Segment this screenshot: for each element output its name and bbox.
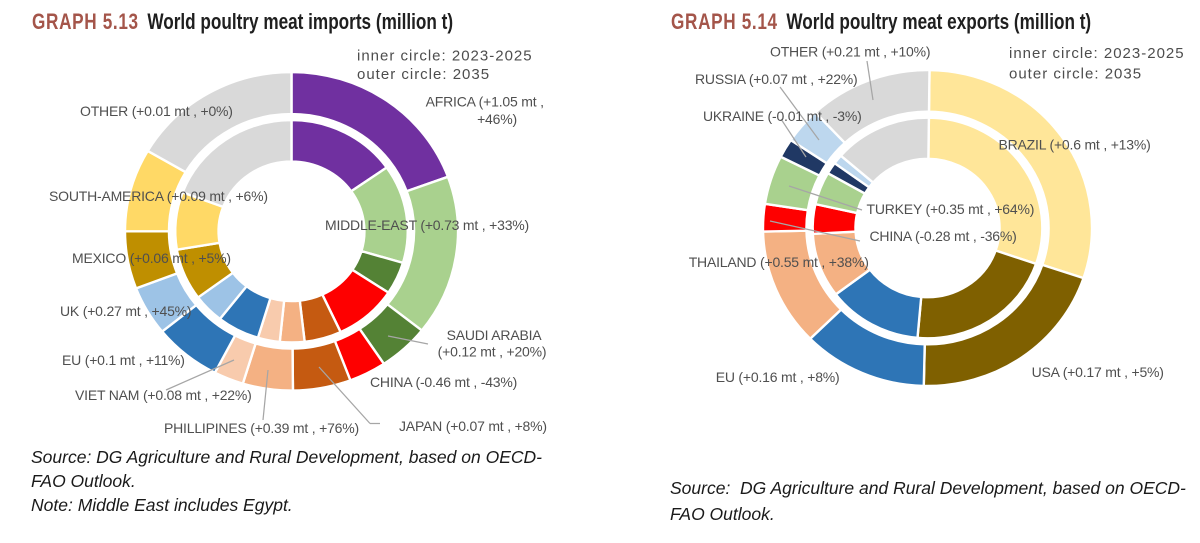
svg-text:MEXICO (+0.06 mt , +5%): MEXICO (+0.06 mt , +5%)	[72, 250, 231, 266]
svg-text:MIDDLE-EAST (+0.73 mt , +33%): MIDDLE-EAST (+0.73 mt , +33%)	[325, 217, 529, 233]
svg-text:THAILAND (+0.55 mt , +38%): THAILAND (+0.55 mt , +38%)	[689, 254, 869, 270]
svg-text:RUSSIA (+0.07 mt , +22%): RUSSIA (+0.07 mt , +22%)	[695, 71, 858, 87]
svg-text:inner circle: 2023-2025: inner circle: 2023-2025	[1009, 45, 1185, 62]
svg-text:outer circle: 2035: outer circle: 2035	[357, 66, 490, 83]
svg-text:UK (+0.27 mt , +45%): UK (+0.27 mt , +45%)	[60, 303, 191, 319]
svg-text:JAPAN (+0.07 mt , +8%): JAPAN (+0.07 mt , +8%)	[399, 418, 547, 434]
svg-text:EU (+0.16 mt , +8%): EU (+0.16 mt , +8%)	[716, 369, 840, 385]
svg-text:CHINA (-0.28 mt , -36%): CHINA (-0.28 mt , -36%)	[870, 228, 1017, 244]
svg-text:(+0.12 mt , +20%): (+0.12 mt , +20%)	[438, 344, 547, 360]
svg-text:UKRAINE (-0.01 mt , -3%): UKRAINE (-0.01 mt , -3%)	[703, 108, 862, 124]
svg-text:EU (+0.1 mt , +11%): EU (+0.1 mt , +11%)	[62, 352, 185, 368]
svg-text:CHINA (-0.46 mt , -43%): CHINA (-0.46 mt , -43%)	[370, 374, 517, 390]
svg-text:USA (+0.17 mt , +5%): USA (+0.17 mt , +5%)	[1032, 364, 1164, 380]
svg-text:VIET NAM (+0.08 mt , +22%): VIET NAM (+0.08 mt , +22%)	[75, 387, 252, 403]
svg-text:TURKEY (+0.35 mt , +64%): TURKEY (+0.35 mt , +64%)	[867, 201, 1035, 217]
svg-text:PHILLIPINES (+0.39 mt , +76%): PHILLIPINES (+0.39 mt , +76%)	[164, 420, 359, 436]
svg-text:SOUTH-AMERICA (+0.09 mt , +6%): SOUTH-AMERICA (+0.09 mt , +6%)	[49, 188, 268, 204]
svg-text:BRAZIL (+0.6 mt , +13%): BRAZIL (+0.6 mt , +13%)	[999, 137, 1151, 153]
svg-text:inner circle: 2023-2025: inner circle: 2023-2025	[357, 48, 533, 65]
svg-text:outer circle: 2035: outer circle: 2035	[1009, 66, 1142, 83]
svg-text:+46%): +46%)	[477, 111, 517, 127]
svg-text:OTHER (+0.21 mt , +10%): OTHER (+0.21 mt , +10%)	[770, 44, 930, 60]
svg-text:AFRICA (+1.05 mt ,: AFRICA (+1.05 mt ,	[426, 94, 544, 110]
svg-text:SAUDI ARABIA: SAUDI ARABIA	[447, 327, 543, 343]
svg-text:OTHER (+0.01 mt , +0%): OTHER (+0.01 mt , +0%)	[80, 103, 233, 119]
